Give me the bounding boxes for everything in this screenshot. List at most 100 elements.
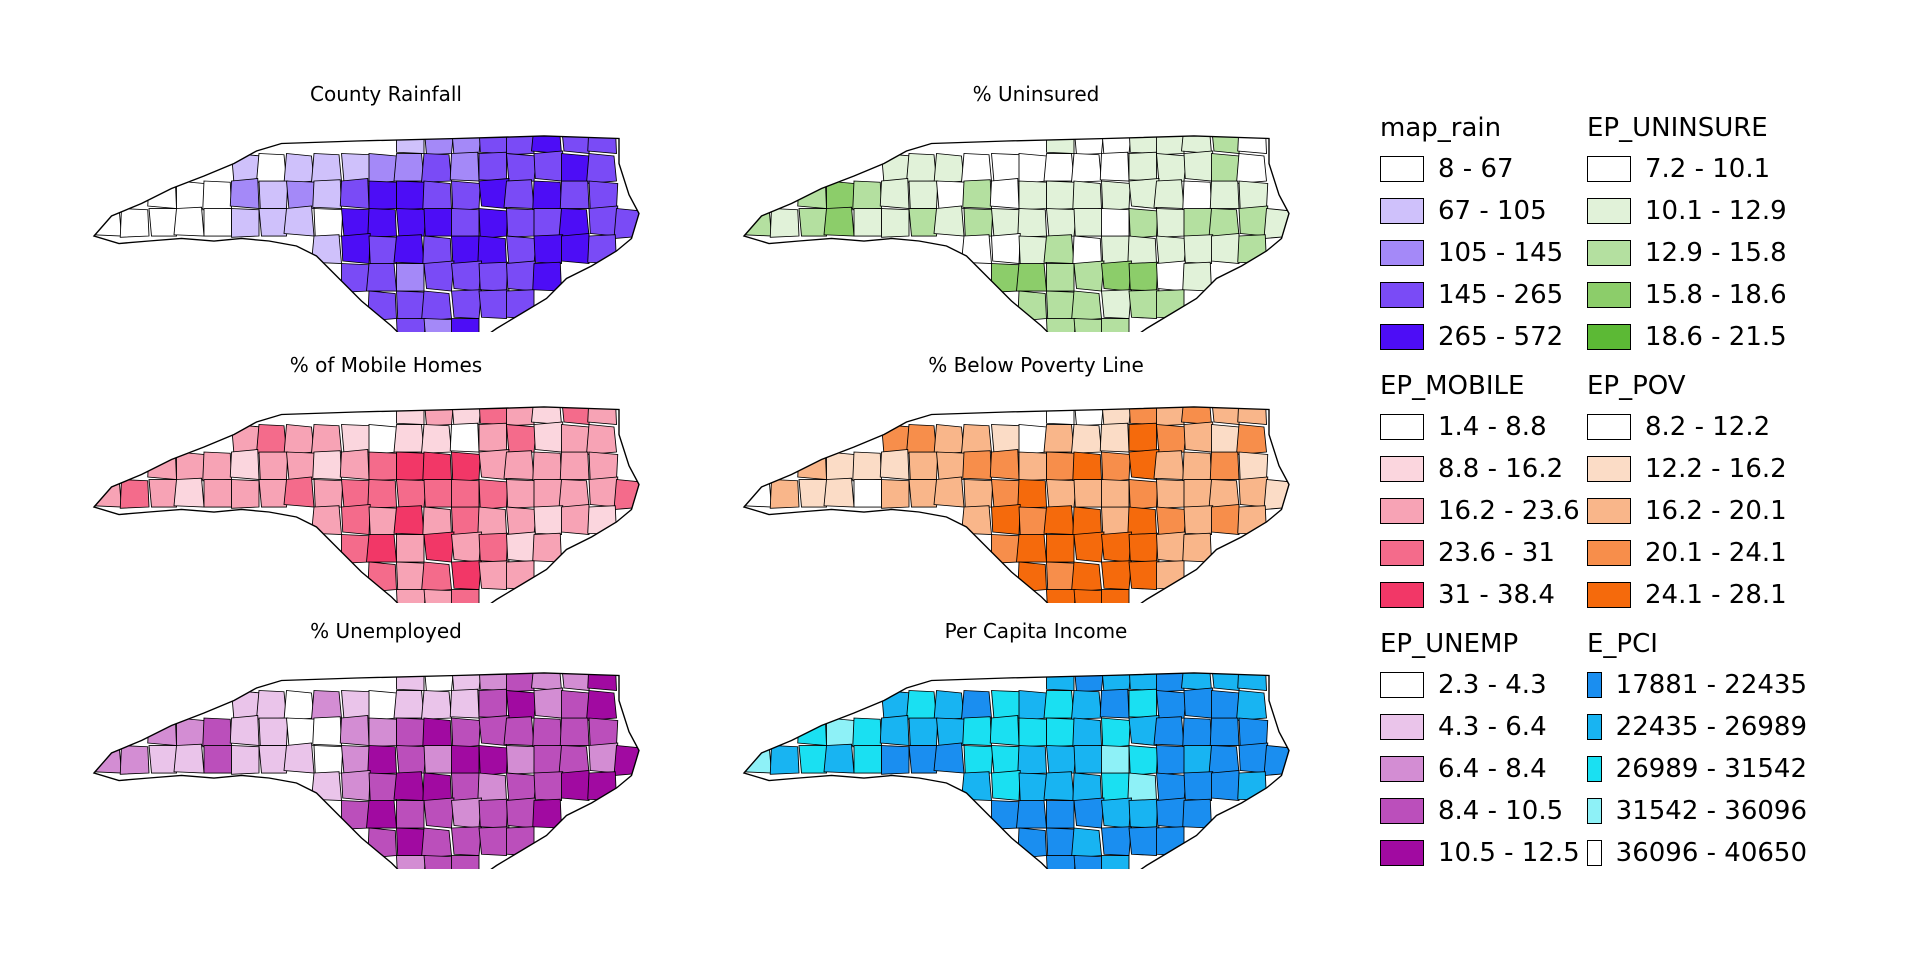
legend-title: EP_POV (1587, 371, 1686, 401)
county-shape (1236, 690, 1267, 721)
county-shape (341, 424, 372, 454)
legend-swatch (1380, 540, 1424, 566)
legend-swatch (1587, 840, 1602, 866)
nc-county-map (92, 135, 640, 332)
county-shape (311, 505, 342, 535)
county-shape (478, 560, 510, 590)
map-panel-mobile-homes: % of Mobile Homes (86, 353, 686, 603)
county-shape (396, 855, 426, 869)
county-shape (393, 234, 425, 264)
county-shape (1046, 855, 1076, 869)
legend-swatch (1587, 282, 1631, 308)
county-shape (881, 208, 910, 238)
county-shape (478, 261, 509, 292)
county-shape (449, 422, 480, 453)
county-shape (1156, 690, 1187, 721)
county-shape (1101, 673, 1132, 694)
county-shape (1099, 151, 1130, 182)
legend-swatch (1380, 756, 1424, 782)
county-shape (533, 745, 562, 774)
legend-swatch (1587, 324, 1631, 350)
legend-item: 31 - 38.4 (1380, 574, 1600, 616)
legend-label: 10.1 - 12.9 (1645, 196, 1787, 226)
county-shape (531, 407, 562, 425)
county-shape (1101, 318, 1130, 332)
county-shape (283, 690, 315, 721)
county-shape (451, 560, 482, 590)
county-shape (906, 424, 937, 454)
county-shape (506, 208, 536, 238)
county-shape (1183, 745, 1212, 774)
county-shape (533, 234, 564, 264)
county-shape (396, 208, 427, 238)
county-shape (231, 479, 260, 509)
legend-swatch (1380, 282, 1424, 308)
county-shape (1128, 798, 1159, 829)
legend-label: 17881 - 22435 (1615, 670, 1807, 700)
county-shape (311, 234, 342, 264)
county-shape (1208, 208, 1240, 238)
county-shape (478, 422, 507, 453)
legend-group-map-rain: map_rain 8 - 67 67 - 105 105 - 145 145 - 265… (1380, 112, 1600, 358)
county-shape (1046, 561, 1076, 592)
county-shape (506, 690, 537, 721)
county-shape (477, 506, 507, 538)
county-shape (1211, 424, 1240, 455)
county-shape (558, 208, 590, 238)
county-shape (1043, 690, 1075, 719)
county-shape (312, 179, 342, 209)
county-shape (1101, 136, 1132, 157)
county-shape (339, 715, 370, 746)
legend-swatch (1587, 582, 1631, 608)
county-shape (933, 690, 965, 721)
county-shape (991, 263, 1020, 293)
county-shape (1071, 690, 1102, 720)
county-shape (312, 716, 342, 746)
legend-swatch (1380, 456, 1424, 482)
legend-item: 36096 - 40650 (1587, 832, 1807, 874)
county-shape (148, 479, 180, 508)
county-shape (258, 745, 290, 774)
county-shape (506, 260, 536, 292)
nc-county-map (742, 406, 1290, 603)
county-shape (229, 715, 260, 746)
county-shape (1101, 855, 1130, 869)
legend-item: 8.4 - 10.5 (1380, 790, 1600, 832)
county-shape (258, 479, 290, 508)
county-shape (421, 827, 452, 859)
nc-county-map (742, 672, 1290, 869)
county-shape (506, 745, 536, 775)
legend-label: 15.8 - 18.6 (1645, 280, 1787, 310)
county-shape (531, 673, 562, 691)
legend-item: 16.2 - 20.1 (1587, 490, 1807, 532)
county-shape (962, 179, 992, 209)
county-shape (879, 178, 910, 209)
state-outline (92, 406, 640, 603)
county-shape (478, 745, 509, 776)
county-shape (1046, 263, 1075, 292)
county-shape (1101, 260, 1132, 292)
legend-title: EP_UNEMP (1380, 629, 1519, 659)
county-shape (1127, 506, 1157, 538)
county-shape (506, 673, 535, 693)
legend-swatch (1587, 456, 1631, 482)
legend-label: 8.8 - 16.2 (1438, 454, 1564, 484)
county-shape (532, 261, 562, 292)
county-shape (936, 451, 967, 482)
county-shape (933, 205, 965, 237)
county-shape (1156, 260, 1186, 292)
county-shape (1046, 208, 1077, 238)
county-shape (1156, 153, 1187, 184)
county-shape (1018, 506, 1049, 537)
legend-item: 22435 - 26989 (1587, 706, 1807, 748)
legend-label: 31 - 38.4 (1438, 580, 1555, 610)
county-shape (341, 800, 370, 830)
map-title: % Unemployed (310, 619, 462, 643)
county-shape (1073, 531, 1105, 563)
county-shape (421, 424, 452, 454)
county-shape (119, 745, 150, 775)
legend-label: 6.4 - 8.4 (1438, 754, 1547, 784)
county-shape (1072, 451, 1102, 483)
county-shape (533, 421, 564, 453)
legend-label: 1.4 - 8.8 (1438, 412, 1547, 442)
